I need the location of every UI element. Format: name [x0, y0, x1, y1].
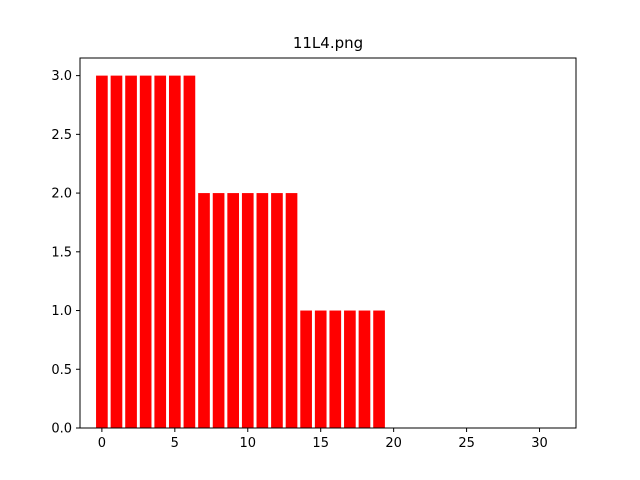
bar-9 [227, 193, 240, 428]
y-tick-label: 1.5 [51, 245, 72, 260]
x-tick-label: 0 [98, 436, 106, 451]
bar-17 [344, 310, 356, 428]
plot-frame [79, 57, 577, 429]
bar-12 [271, 193, 283, 428]
bar-7 [198, 193, 210, 428]
x-tick-label: 10 [239, 436, 256, 451]
bar-14 [300, 310, 312, 428]
y-tick-label: 2.5 [51, 128, 72, 143]
bar-19 [373, 310, 385, 428]
x-tick-label: 15 [312, 436, 329, 451]
x-tick-label: 30 [531, 436, 548, 451]
x-tick-label: 20 [385, 436, 402, 451]
x-tick-label: 25 [458, 436, 475, 451]
bar-1 [110, 75, 123, 428]
chart-title: 11L4.png [293, 34, 363, 52]
bar-8 [212, 193, 225, 428]
bar-13 [285, 193, 298, 428]
bar-16 [329, 310, 342, 428]
bar-11 [256, 193, 269, 428]
bar-2 [125, 75, 137, 428]
bar-6 [183, 75, 196, 428]
bar-10 [241, 193, 254, 428]
y-tick-label: 0.5 [51, 363, 72, 378]
x-tick-label: 5 [171, 436, 179, 451]
bar-15 [314, 310, 327, 428]
bar-3 [139, 75, 152, 428]
bar-5 [168, 75, 181, 428]
bars-group [96, 75, 385, 428]
bar-18 [358, 310, 371, 428]
bar-0 [96, 75, 108, 428]
y-tick-label: 3.0 [51, 69, 72, 84]
y-tick-label: 0.0 [51, 422, 72, 437]
bar-4 [154, 75, 167, 428]
y-axis: 0.0 0.5 1.0 1.5 2.0 2.5 3.0 [51, 69, 80, 437]
x-axis: 0 5 10 15 20 25 30 [98, 428, 548, 451]
y-tick-label: 2.0 [51, 187, 72, 202]
y-tick-label: 1.0 [51, 304, 72, 319]
